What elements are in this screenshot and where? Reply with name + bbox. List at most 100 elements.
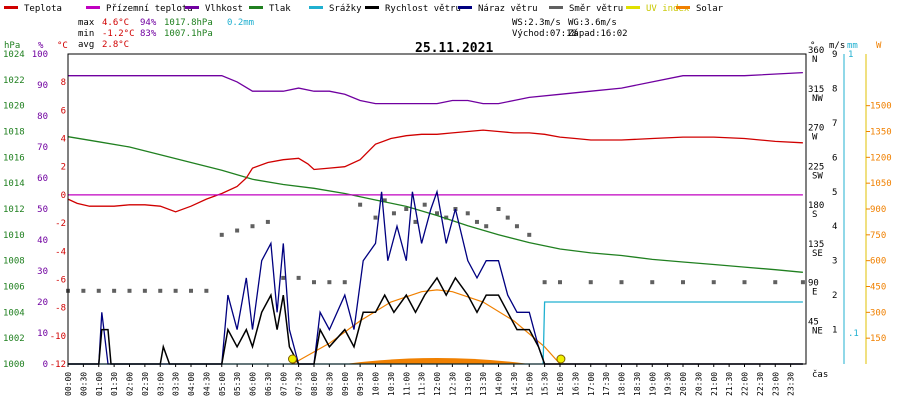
wind-direction-compass-label: N <box>812 55 817 65</box>
wind-direction-point <box>312 280 316 285</box>
x-tick-label: 12:30 <box>448 372 457 396</box>
legend-swatch <box>626 6 640 9</box>
x-tick-label: 20:00 <box>679 372 688 396</box>
temperature-tick-label: -10 <box>50 332 66 342</box>
wind-direction-point <box>204 288 209 293</box>
sunset-info: Západ:16:02 <box>568 29 628 39</box>
x-tick-label: 16:30 <box>571 372 580 396</box>
x-tick-label: 11:00 <box>402 372 411 396</box>
solar-line <box>292 289 561 365</box>
temperature-tick-label: -6 <box>55 275 66 285</box>
wind-direction-point <box>173 288 178 293</box>
humidity-tick-label: 50 <box>37 205 48 215</box>
wind-direction-point <box>81 288 86 293</box>
wind-speed-info: WS:2.3m/s <box>512 18 561 28</box>
stat-avg-label: avg <box>78 40 94 50</box>
wind-direction-compass-label: W <box>812 133 818 143</box>
x-tick-label: 00:30 <box>79 372 88 396</box>
pressure-tick-label: 1014 <box>3 179 25 189</box>
wind-direction-point <box>558 280 562 285</box>
wind-direction-tick-label: 360 <box>808 46 824 56</box>
series-line-sr-ky <box>68 301 803 365</box>
legend-swatch <box>86 6 100 9</box>
sunrise-marker <box>287 354 297 364</box>
wind-speed-tick-label: 5 <box>832 188 837 198</box>
legend-label: Náraz větru <box>478 4 538 14</box>
rain-tick-label: 1 <box>848 50 853 60</box>
pressure-tick-label: 1024 <box>3 50 25 60</box>
wind-direction-point <box>404 207 409 211</box>
x-tick-label: 03:30 <box>172 372 181 396</box>
legend-label: Tlak <box>269 4 291 14</box>
wind-direction-point <box>219 232 224 237</box>
unit-deg: ° <box>810 41 815 51</box>
wind-direction-compass-label: SE <box>812 249 823 259</box>
humidity-tick-label: 90 <box>37 81 48 91</box>
pressure-tick-label: 1012 <box>3 205 25 215</box>
series-line-n-raz-v-tru <box>68 189 803 365</box>
unit-degc: °C <box>57 41 68 51</box>
x-tick-label: 19:00 <box>648 372 657 396</box>
solar-tick-label: 1200 <box>870 153 892 163</box>
x-tick-label: 02:00 <box>126 372 135 396</box>
wind-direction-point <box>474 219 479 224</box>
wind-direction-point <box>127 288 132 293</box>
wind-direction-point <box>422 202 427 207</box>
stat-max-press: 1017.8hPa <box>164 18 213 28</box>
pressure-tick-label: 1006 <box>3 283 25 293</box>
legend-label: Směr větru <box>569 4 623 14</box>
wind-direction-point <box>96 288 101 293</box>
wind-direction-point <box>281 275 286 280</box>
legend-swatch <box>676 6 690 9</box>
x-tick-label: 01:00 <box>95 372 104 396</box>
solar-tick-label: 1350 <box>870 128 892 138</box>
x-tick-label: 22:00 <box>741 372 750 396</box>
unit-hpa: hPa <box>4 41 20 51</box>
plot-area <box>66 71 805 365</box>
plot-frame <box>67 53 807 365</box>
temperature-tick-label: 6 <box>61 106 66 116</box>
wind-direction-point <box>505 215 510 220</box>
unit-time: čas <box>812 369 828 380</box>
wind-direction-point <box>112 288 117 293</box>
unit-ms: m/s <box>829 41 845 51</box>
wind-speed-tick-label: 4 <box>832 222 837 232</box>
legend-label: Vlhkost <box>205 4 243 14</box>
x-tick-label: 13:30 <box>479 372 488 396</box>
humidity-tick-label: 70 <box>37 143 48 153</box>
solar-tick-label: 300 <box>870 308 886 318</box>
temperature-tick-label: -8 <box>55 304 66 314</box>
wind-speed-tick-label: 2 <box>832 291 837 301</box>
x-tick-label: 19:30 <box>664 372 673 396</box>
legend-swatch <box>365 6 379 9</box>
rain-tick-label: .1 <box>848 329 859 339</box>
unit-mm: mm <box>847 41 858 51</box>
wind-direction-point <box>496 207 501 211</box>
pressure-tick-label: 1008 <box>3 257 25 267</box>
temperature-tick-label: 4 <box>61 135 66 145</box>
x-tick-label: 00:00 <box>64 372 73 396</box>
x-tick-label: 08:00 <box>310 372 319 396</box>
solar-tick-label: 1500 <box>870 102 892 112</box>
chart-title-date: 25.11.2021 <box>415 41 493 56</box>
humidity-tick-label: 20 <box>37 298 48 308</box>
x-tick-label: 06:00 <box>249 372 258 396</box>
legend-label: Rychlost větru <box>385 4 461 14</box>
legend-swatch <box>249 6 263 9</box>
wind-direction-compass-label: E <box>812 288 817 298</box>
x-tick-label: 06:30 <box>264 372 273 396</box>
solar-tick-label: 1050 <box>870 179 892 189</box>
wind-direction-point <box>773 280 778 285</box>
legend: Teplota Přízemní teplota Vlhkost Tlak Srážky… <box>4 4 724 14</box>
unit-w: W <box>876 41 882 51</box>
legend-label: Přízemní teplota <box>106 4 193 14</box>
wind-direction-tick-label: 90 <box>808 279 819 289</box>
stat-min-hum: 83% <box>140 29 157 39</box>
legend-swatch <box>549 6 563 9</box>
wind-direction-point <box>382 198 387 203</box>
pressure-tick-label: 1020 <box>3 102 25 112</box>
legend-label: Teplota <box>24 4 62 14</box>
series-line-rychlost-v-tru <box>68 276 803 365</box>
wind-direction-point <box>650 280 655 285</box>
x-tick-label: 09:00 <box>341 372 350 396</box>
